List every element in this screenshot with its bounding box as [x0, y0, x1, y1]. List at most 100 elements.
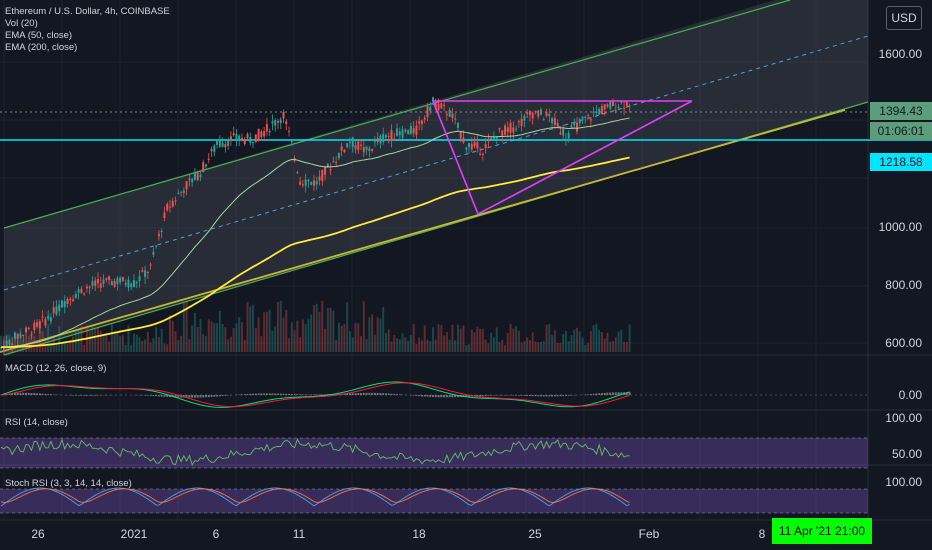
macd-histogram-bar: [348, 393, 351, 395]
macd-line: [0, 381, 630, 408]
rsi-title[interactable]: RSI (14, close): [5, 417, 68, 428]
stoch-k-line: [0, 487, 630, 507]
candle-body: [368, 148, 371, 152]
macd-histogram-bar: [531, 395, 534, 397]
candle-body: [210, 148, 213, 152]
candle-body: [517, 121, 520, 123]
candle-body: [589, 119, 592, 121]
macd-histogram-bar: [30, 392, 33, 395]
macd-histogram-bar: [609, 392, 612, 395]
volume-bar: [210, 321, 213, 352]
candle-body: [243, 140, 246, 145]
macd-histogram-bar: [567, 395, 570, 396]
macd-histogram-bar: [315, 394, 318, 395]
indicator-ema200[interactable]: EMA (200, close): [5, 42, 78, 53]
currency-button[interactable]: USD: [886, 6, 922, 30]
candle-body: [337, 153, 340, 158]
volume-bar: [454, 340, 457, 352]
indicator-vol[interactable]: Vol (20): [5, 18, 38, 29]
volume-bar: [484, 339, 487, 352]
macd-histogram-bar: [564, 395, 567, 396]
volume-bar: [559, 343, 562, 352]
macd-histogram-bar: [205, 395, 207, 398]
candle-body: [462, 137, 465, 143]
macd-histogram-bar: [22, 392, 25, 395]
macd-histogram-bar: [542, 395, 545, 397]
candle-body: [509, 122, 512, 133]
candle-body: [540, 109, 542, 115]
volume-bar: [66, 343, 69, 352]
symbol-title[interactable]: Ethereum / U.S. Dollar, 4h, COINBASE: [5, 6, 170, 17]
macd-histogram-bar: [592, 393, 595, 395]
candle-body: [171, 201, 174, 207]
candle-body: [459, 131, 462, 139]
candle-body: [415, 125, 418, 135]
macd-histogram-bar: [556, 395, 559, 397]
volume-bar: [390, 341, 393, 352]
stoch-title[interactable]: Stoch RSI (3, 3, 14, 14, close): [5, 478, 132, 489]
macd-histogram-bar: [412, 395, 415, 396]
candle-body: [520, 118, 523, 127]
candle-body: [246, 134, 249, 139]
volume-bar: [30, 331, 33, 352]
indicator-ema50[interactable]: EMA (50, close): [5, 30, 73, 41]
volume-bar: [404, 337, 407, 352]
macd-histogram-bar: [415, 395, 418, 396]
candle-body: [445, 114, 448, 116]
candle-body: [404, 129, 407, 132]
volume-bar: [556, 342, 559, 352]
volume-bar: [13, 333, 16, 352]
time-label-18: 18: [412, 527, 426, 541]
volume-bar: [337, 322, 340, 352]
macd-histogram-bar: [398, 394, 401, 395]
candle-body: [418, 121, 421, 124]
macd-histogram-bar: [207, 395, 210, 398]
volume-bar: [346, 302, 349, 352]
candle-body: [393, 138, 396, 140]
volume-bar: [473, 332, 476, 352]
candle-body: [177, 192, 180, 194]
macd-histogram-bar: [74, 395, 77, 396]
macd-histogram-bar: [296, 394, 299, 395]
candle-body: [61, 300, 63, 308]
macd-histogram-bar: [382, 393, 385, 395]
candle-body: [556, 122, 559, 127]
volume-bar: [69, 342, 72, 352]
candle-body: [343, 150, 346, 152]
candle-body: [398, 131, 401, 136]
candle-body: [30, 334, 33, 336]
macd-histogram-bar: [354, 393, 357, 395]
candle-body: [479, 153, 482, 155]
macd-histogram-bar: [282, 393, 285, 395]
stoch-d-line: [0, 488, 630, 503]
macd-title[interactable]: MACD (12, 26, close, 9): [5, 363, 107, 374]
volume-bar: [409, 334, 412, 352]
macd-histogram-bar: [88, 395, 91, 396]
candle-body: [27, 327, 30, 329]
volume-bar: [368, 317, 371, 352]
candle-body: [456, 122, 459, 129]
macd-histogram-bar: [603, 392, 606, 395]
volume-bar: [171, 320, 174, 352]
candle-body: [515, 128, 518, 131]
volume-bar: [138, 336, 141, 352]
macd-histogram-bar: [384, 393, 387, 395]
rsi-line: [0, 438, 630, 466]
volume-bar: [365, 339, 368, 352]
macd-histogram-bar: [487, 395, 490, 396]
macd-histogram-bar: [36, 393, 39, 395]
volume-bar: [221, 324, 224, 352]
volume-bar: [600, 331, 603, 352]
volume-bar: [97, 327, 99, 352]
candle-body: [390, 130, 393, 141]
volume-bar: [357, 323, 360, 352]
volume-bar: [121, 334, 124, 352]
candle-body: [279, 119, 282, 124]
volume-bar: [376, 317, 379, 352]
volume-bar: [468, 344, 470, 352]
volume-bar: [329, 307, 332, 352]
candle-body: [304, 179, 307, 186]
candle-body: [473, 142, 476, 147]
